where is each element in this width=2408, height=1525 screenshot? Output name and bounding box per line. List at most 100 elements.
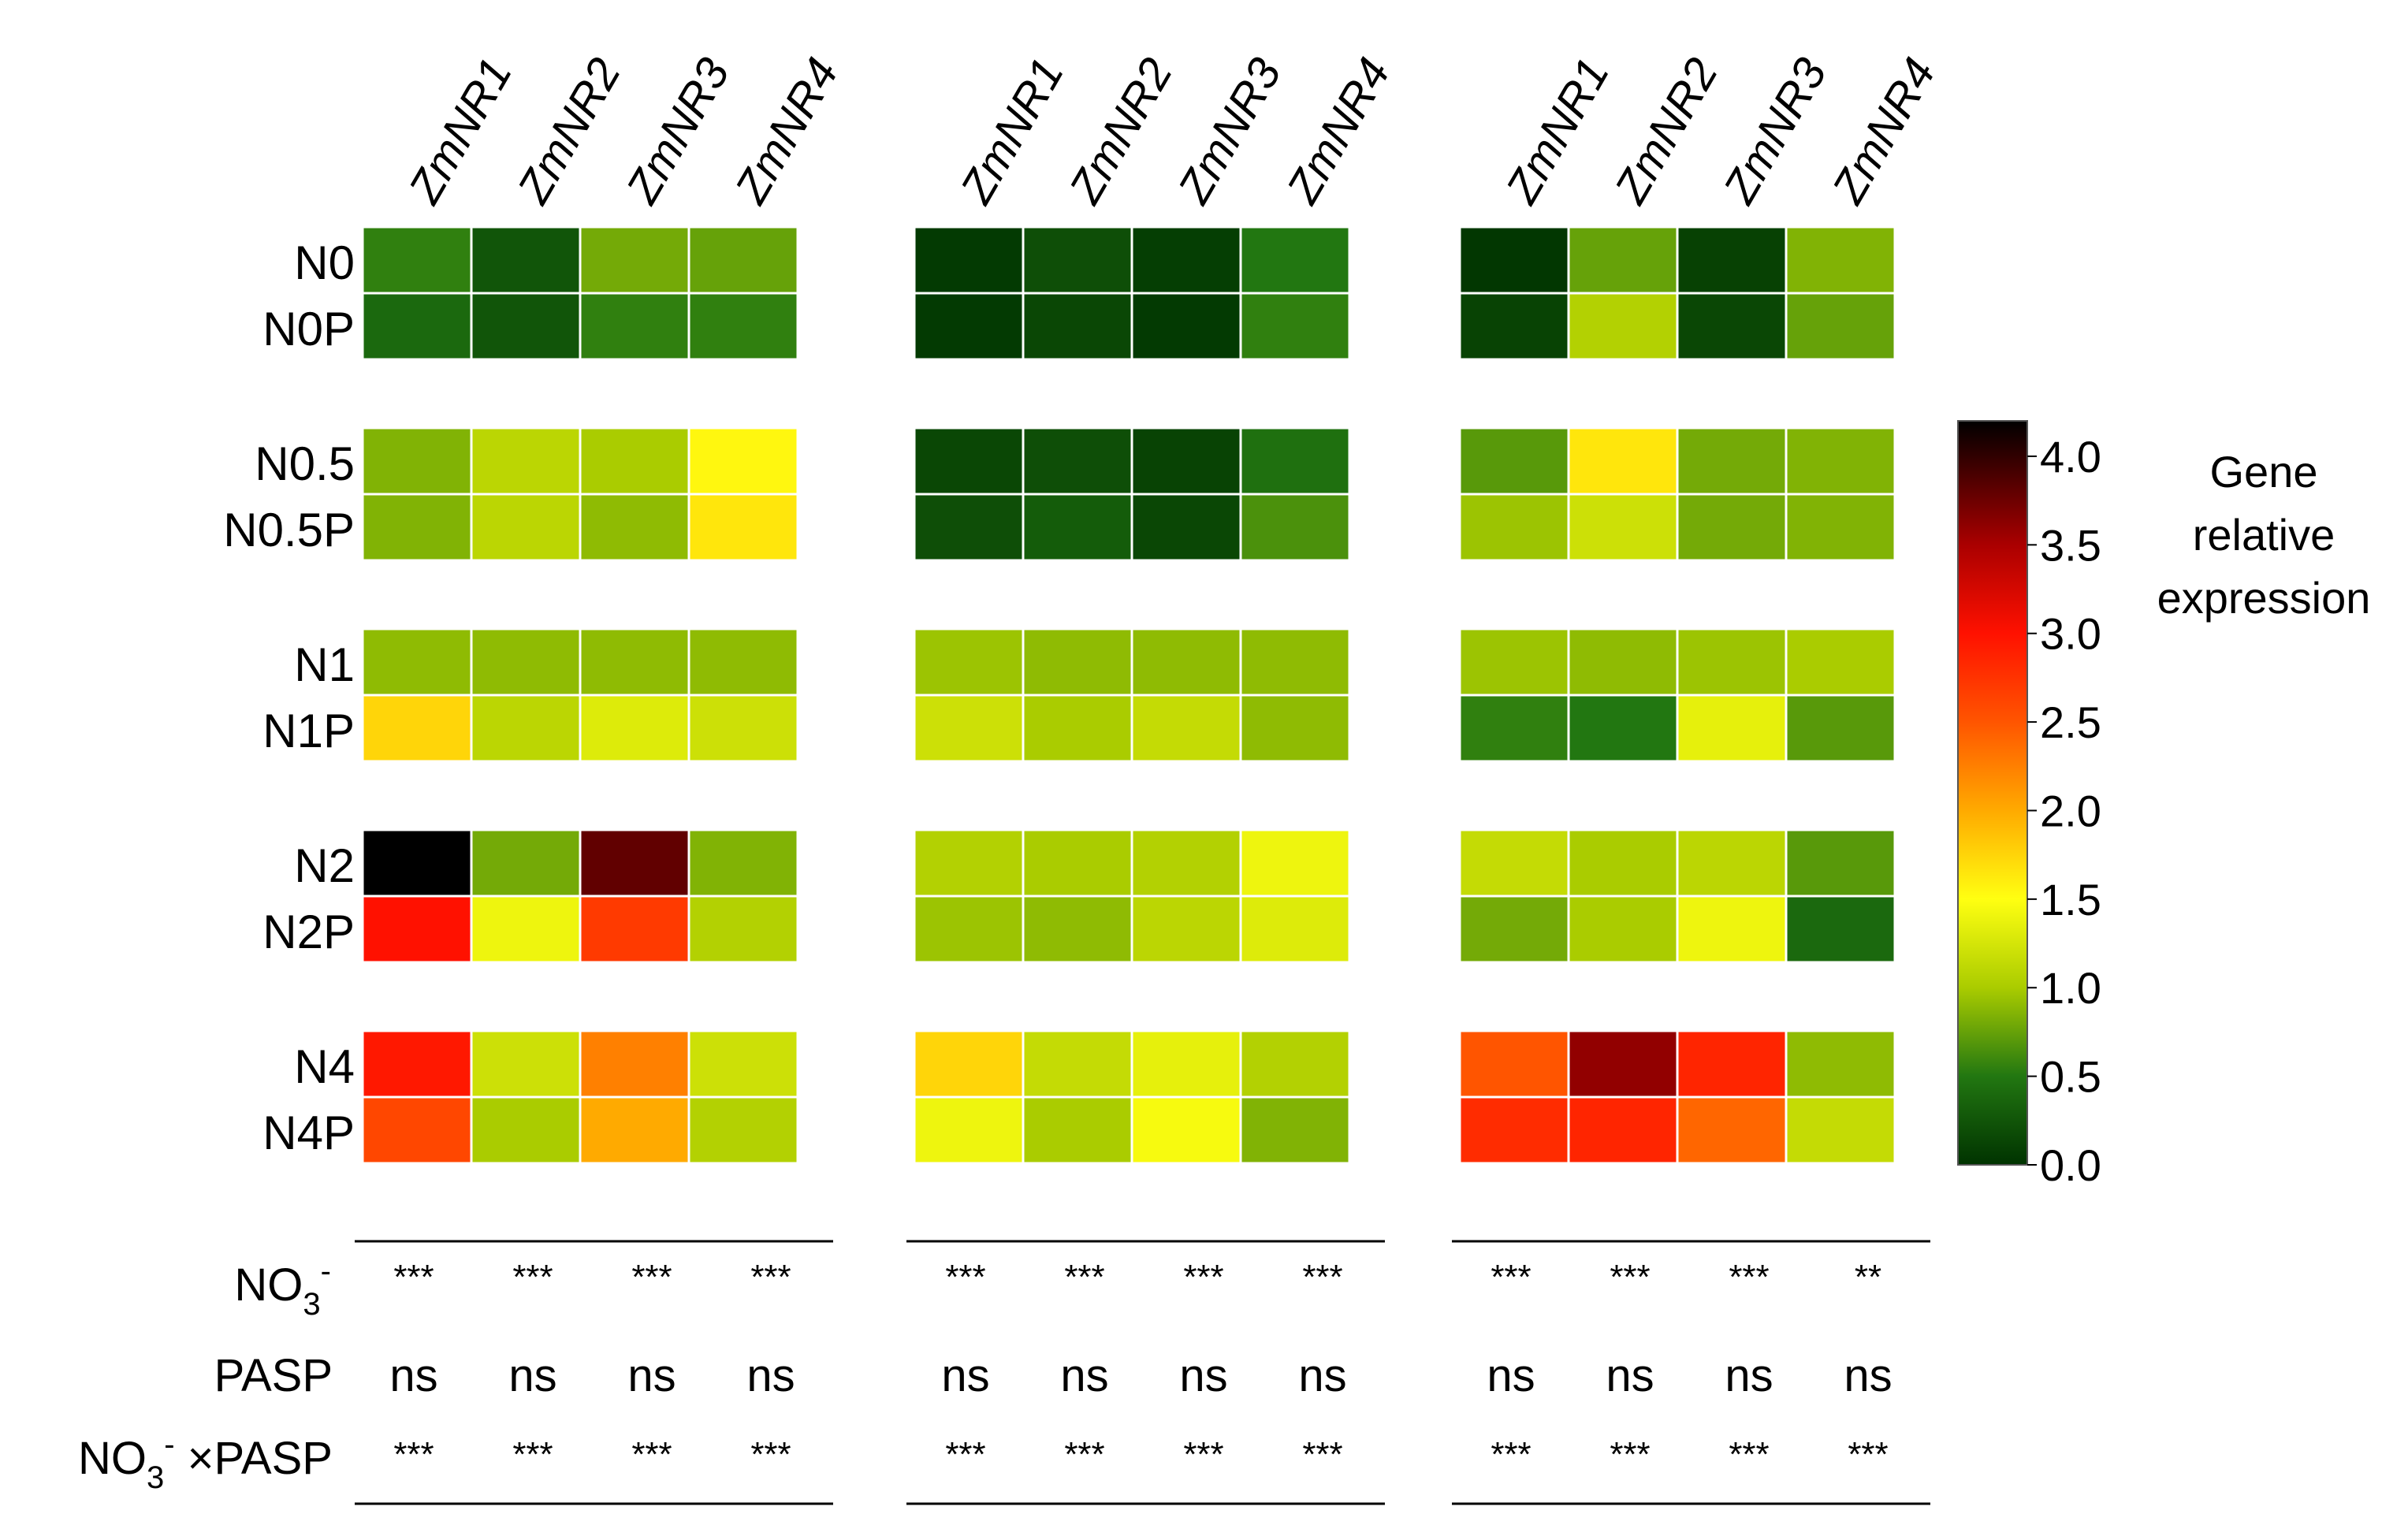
heatmap-cell xyxy=(1567,225,1679,295)
stat-value: *** xyxy=(1610,1258,1650,1296)
stat-value: *** xyxy=(631,1435,672,1474)
heatmap-cell xyxy=(1676,828,1788,898)
stat-value: *** xyxy=(945,1435,985,1474)
heatmap-cell xyxy=(1239,895,1351,964)
heatmap-cell xyxy=(1022,1029,1133,1099)
heatmap-cell xyxy=(1567,1095,1679,1165)
heatmap-cell xyxy=(1567,694,1679,763)
heatmap-cell xyxy=(361,1095,473,1165)
heatmap-cell xyxy=(361,292,473,361)
colorbar-gradient xyxy=(1957,420,2028,1166)
stat-value: ** xyxy=(1855,1258,1881,1296)
stat-value: ns xyxy=(627,1350,676,1401)
row-label: N0.5P xyxy=(223,504,355,556)
heatmap-cell xyxy=(1458,493,1570,562)
column-label: ZmNR4 xyxy=(1822,50,1945,213)
stat-value: *** xyxy=(1064,1435,1104,1474)
heatmap-cell xyxy=(1130,895,1242,964)
stat-value: ns xyxy=(1179,1350,1227,1401)
stat-value: *** xyxy=(1729,1258,1769,1296)
heatmap-cell xyxy=(470,694,582,763)
colorbar-title: relative xyxy=(2193,510,2335,560)
heatmap-cell xyxy=(1022,627,1133,697)
heatmap-cell xyxy=(913,493,1025,562)
heatmap-cell xyxy=(1785,895,1896,964)
heatmap-cell xyxy=(1458,225,1570,295)
column-label: ZmNR1 xyxy=(1495,50,1619,213)
heatmap-cell xyxy=(470,627,582,697)
heatmap-cell xyxy=(687,292,799,361)
heatmap-cell xyxy=(687,895,799,964)
row-label: N2P xyxy=(262,906,355,958)
colorbar-tick-label: 2.5 xyxy=(2040,697,2101,747)
heatmap-cell xyxy=(1567,828,1679,898)
heatmap-cell xyxy=(1239,828,1351,898)
stat-value: ns xyxy=(1487,1350,1535,1401)
heatmap-cell xyxy=(1239,493,1351,562)
heatmap-cell xyxy=(687,694,799,763)
heatmap-cell xyxy=(1130,292,1242,361)
heatmap-cell xyxy=(1130,225,1242,295)
heatmap-cell xyxy=(579,292,690,361)
heatmap-cell xyxy=(1567,627,1679,697)
heatmap-cell xyxy=(1458,426,1570,496)
stat-value: *** xyxy=(1302,1435,1342,1474)
heatmap-cell xyxy=(1458,292,1570,361)
heatmap-cell xyxy=(913,895,1025,964)
heatmap-cell xyxy=(361,225,473,295)
stat-label-pasp: PASP xyxy=(214,1350,333,1401)
stat-label-no3: NO3- xyxy=(234,1254,331,1322)
heatmap-cell xyxy=(1022,895,1133,964)
stat-value: ns xyxy=(746,1350,795,1401)
heatmap-cell xyxy=(470,828,582,898)
stat-value: *** xyxy=(512,1435,553,1474)
heatmap-cell xyxy=(470,426,582,496)
heatmap-cell xyxy=(1676,493,1788,562)
colorbar-tick-label: 3.0 xyxy=(2040,609,2101,659)
heatmap-cell xyxy=(579,627,690,697)
colorbar-tick-label: 3.5 xyxy=(2040,520,2101,570)
heatmap-cell xyxy=(470,292,582,361)
heatmap-cell xyxy=(579,225,690,295)
heatmap-cell xyxy=(687,426,799,496)
column-label: ZmNR3 xyxy=(1167,50,1291,213)
colorbar: 4.0 3.5 3.0 2.5 2.0 1.5 1.0 0.5 0.0 Gene relative e… xyxy=(1957,420,2370,1190)
heatmap-cell xyxy=(913,1095,1025,1165)
row-label: N4P xyxy=(262,1107,355,1159)
heatmap-cell xyxy=(1458,694,1570,763)
heatmap-cell xyxy=(1130,426,1242,496)
heatmap-cell xyxy=(1130,694,1242,763)
heatmap-cell xyxy=(579,1095,690,1165)
heatmap-cell xyxy=(1676,895,1788,964)
heatmap-cell xyxy=(361,493,473,562)
heatmap-cell xyxy=(1676,1029,1788,1099)
heatmap-cell xyxy=(579,895,690,964)
stat-value: *** xyxy=(750,1435,791,1474)
stat-value: *** xyxy=(1302,1258,1342,1296)
stat-value: *** xyxy=(393,1435,434,1474)
heatmap-cell xyxy=(470,493,582,562)
column-label: ZmNR2 xyxy=(507,50,631,213)
heatmap-cell xyxy=(1785,627,1896,697)
heatmap-cell xyxy=(1022,292,1133,361)
heatmap-cell xyxy=(1458,895,1570,964)
column-label: ZmNR1 xyxy=(950,50,1074,213)
heatmap-cell xyxy=(1022,1095,1133,1165)
heatmap-cell xyxy=(361,694,473,763)
heatmap-cell xyxy=(1676,1095,1788,1165)
stat-value: *** xyxy=(1848,1435,1888,1474)
stat-value: ns xyxy=(941,1350,989,1401)
stat-value: *** xyxy=(1491,1435,1531,1474)
heatmap-cell xyxy=(470,1029,582,1099)
heatmap-cell xyxy=(1022,828,1133,898)
stat-value: ns xyxy=(1725,1350,1773,1401)
heatmap-cell xyxy=(1785,426,1896,496)
stat-value: *** xyxy=(512,1258,553,1296)
heatmap-cell xyxy=(1130,627,1242,697)
heatmap-cell xyxy=(1239,1029,1351,1099)
stat-value: *** xyxy=(1183,1435,1223,1474)
stat-value: *** xyxy=(631,1258,672,1296)
column-label: ZmNR4 xyxy=(1276,50,1400,213)
stat-value: *** xyxy=(1610,1435,1650,1474)
